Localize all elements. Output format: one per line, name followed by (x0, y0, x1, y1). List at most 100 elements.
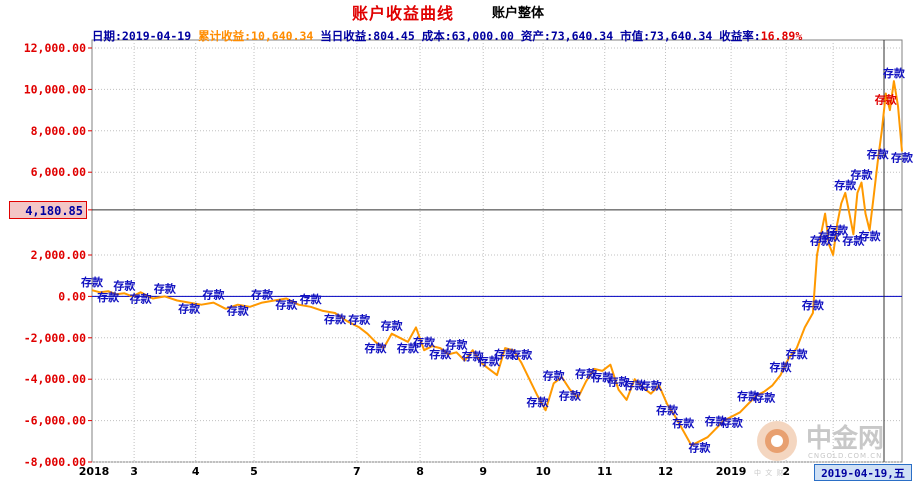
chart-title: 账户收益曲线 (352, 4, 455, 23)
deposit-marker: 存款 (737, 389, 760, 403)
deposit-marker: 存款 (818, 230, 841, 244)
profit-series-line (91, 80, 903, 447)
x-tick-label: 10 (536, 465, 552, 478)
grid-layer (91, 39, 903, 463)
deposit-marker: 存款 (130, 291, 153, 305)
y-tick-label: -2,000.00 (24, 331, 86, 345)
info-cum-profit: 累计收益:10,640.34 (198, 29, 314, 43)
deposit-marker: 存款 (802, 298, 825, 312)
deposit-marker: 存款 (462, 349, 485, 363)
y-tick-label: 2,000.00 (31, 248, 86, 262)
info-day-profit: 当日收益:804.45 (320, 29, 415, 43)
series-layer (91, 80, 903, 447)
deposit-marker: 存款 (559, 389, 582, 403)
x-tick-label: 2019 (716, 465, 747, 478)
deposit-marker: 存款 (786, 347, 809, 361)
deposit-marker: 存款 (575, 366, 598, 380)
deposit-marker: 存款 (721, 415, 744, 429)
deposit-marker: 存款 (624, 378, 647, 392)
deposit-marker: 存款 (413, 335, 436, 349)
info-bar: 日期:2019-04-19 累计收益:10,640.34 当日收益:804.45… (92, 28, 802, 44)
deposit-marker: 存款 (397, 341, 420, 355)
x-tick-label: 12 (658, 465, 673, 478)
deposit-marker: 存款 (154, 281, 177, 295)
deposit-marker: 存款 (891, 151, 914, 165)
deposit-marker: 存款 (251, 288, 274, 302)
deposit-marker: 存款 (446, 337, 469, 351)
info-return-rate: 16.89% (760, 29, 803, 43)
y-tick-label: -6,000.00 (24, 414, 86, 428)
x-tick-label: 7 (353, 465, 361, 478)
deposit-marker: 存款 (834, 178, 857, 192)
x-tick-label: 2 (782, 465, 790, 478)
y-axis: 12,000.00 10,000.00 8,000.00 6,000.00 2,000.… (24, 41, 92, 469)
deposit-marker: 存款 (826, 223, 849, 237)
watermark-side-text: 中 文 财 (754, 469, 785, 477)
deposit-marker: 存款 (672, 416, 695, 430)
info-assets: 资产:73,640.34 (520, 29, 614, 43)
deposit-marker: 存款 (429, 347, 452, 361)
deposit-marker: 存款 (203, 288, 226, 302)
deposit-marker: 存款 (608, 375, 631, 389)
deposit-marker: 存款 (810, 233, 833, 247)
y-tick-label: 0.00 (58, 289, 86, 303)
x-tick-label: 3 (130, 465, 138, 478)
y-tick-label: -8,000.00 (24, 455, 86, 469)
deposit-marker: 存款 (324, 312, 347, 326)
y-tick-label: 8,000.00 (31, 124, 86, 138)
deposit-marker: 存款 (842, 233, 865, 247)
deposit-marker: 存款 (381, 319, 404, 333)
deposit-marker: 存款 (591, 370, 614, 384)
watermark-logo-icon (757, 421, 797, 461)
x-tick-label: 5 (250, 465, 258, 478)
account-scope: 账户整体 (492, 6, 545, 21)
info-return-label: 收益率: (719, 29, 761, 43)
deposit-marker: 存款 (656, 403, 679, 417)
x-tick-label: 2018 (79, 465, 110, 478)
deposit-marker: 存款 (543, 368, 566, 382)
x-tick-label: 4 (192, 465, 200, 478)
deposit-marker: 存款 (867, 147, 890, 161)
deposit-marker: 存款 (875, 93, 898, 107)
watermark: 中金网 CNGOLD.COM.CN 中 文 财 (752, 416, 902, 477)
deposit-marker: 存款 (689, 440, 712, 454)
x-tick-label: 9 (479, 465, 487, 478)
cursor-date-label: 2019-04-19,五 (814, 464, 912, 481)
deposit-marker: 存款 (348, 312, 371, 326)
plot-frame (91, 39, 903, 463)
deposit-marker: 存款 (275, 297, 298, 311)
y-tick-label: 12,000.00 (24, 41, 86, 55)
y-tick-label: -4,000.00 (24, 372, 86, 386)
deposit-marker: 存款 (883, 66, 906, 80)
deposit-marker: 存款 (527, 395, 550, 409)
info-date: 日期:2019-04-19 (92, 29, 192, 43)
y-tick-label: 10,000.00 (24, 82, 86, 96)
y-tick-label: 6,000.00 (31, 165, 86, 179)
deposit-marker: 存款 (300, 292, 323, 306)
deposit-marker: 存款 (478, 354, 501, 368)
x-axis: 2018345789101112201923 (79, 465, 837, 478)
watermark-url: CNGOLD.COM.CN (808, 452, 883, 460)
deposit-marker: 存款 (81, 275, 104, 289)
deposit-marker: 存款 (859, 229, 882, 243)
deposit-marker: 存款 (770, 360, 793, 374)
deposit-marker: 存款 (705, 414, 728, 428)
x-tick-label: 11 (597, 465, 612, 478)
deposit-marker: 存款 (494, 347, 517, 361)
deposit-marker: 存款 (753, 391, 776, 405)
deposit-marker: 存款 (640, 379, 663, 393)
info-cost: 成本:63,000.00 (421, 29, 514, 43)
deposit-marker: 存款 (365, 341, 388, 355)
info-market-value: 市值:73,640.34 (620, 29, 713, 43)
x-tick-label: 8 (416, 465, 424, 478)
deposit-marker: 存款 (227, 304, 250, 318)
watermark-name: 中金网 (806, 424, 885, 454)
deposit-marker: 存款 (178, 302, 201, 316)
deposit-marker: 存款 (510, 348, 533, 362)
deposit-marker: 存款 (851, 168, 874, 182)
deposit-marker: 存款 (97, 290, 120, 304)
cursor-value-label: 4,180.85 (9, 201, 87, 219)
deposit-marker: 存款 (113, 278, 136, 292)
